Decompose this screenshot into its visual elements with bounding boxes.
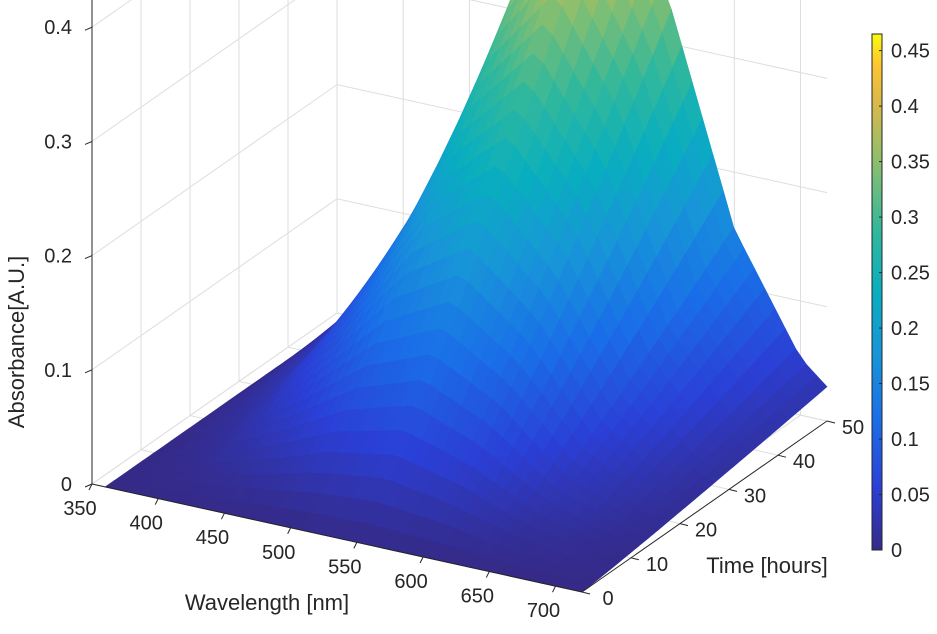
x-tick-mark xyxy=(485,571,490,578)
y-tick-mark xyxy=(728,488,738,492)
x-tick-label: 350 xyxy=(63,498,96,520)
x-tick-label: 550 xyxy=(328,556,361,578)
x-tick-label: 700 xyxy=(527,600,560,622)
z-tick-mark xyxy=(84,255,93,260)
x-axis-line xyxy=(91,483,583,593)
colorbar-gradient xyxy=(871,33,883,551)
surface-patch xyxy=(648,0,655,7)
axes xyxy=(91,0,828,593)
x-tick-label: 450 xyxy=(196,527,229,549)
z-tick-label: 0.1 xyxy=(44,360,72,382)
colorbar-tick-label: 0.3 xyxy=(891,207,919,229)
x-tick-label: 500 xyxy=(262,542,295,564)
x-axis-label: Wavelength [nm] xyxy=(185,590,349,615)
z-tick-label: 0.2 xyxy=(44,246,72,268)
y-tick-mark xyxy=(581,591,591,595)
colorbar-tick-label: 0.35 xyxy=(891,152,930,174)
y-tick-label: 50 xyxy=(842,417,864,439)
y-tick-label: 10 xyxy=(646,554,668,576)
colorbar-tick-label: 0.45 xyxy=(891,41,930,63)
y-tick-label: 40 xyxy=(793,451,815,473)
x-tick-mark xyxy=(353,542,358,549)
z-tick-mark xyxy=(84,26,93,31)
y-tick-mark xyxy=(630,557,640,561)
z-tick-mark xyxy=(84,483,93,488)
x-tick-mark xyxy=(419,556,424,564)
colorbar-tick-label: 0.15 xyxy=(891,374,930,396)
x-tick-label: 600 xyxy=(394,571,427,593)
colorbar-ticks: 0 0.05 0.1 0.15 0.2 0.25 0.3 0.35 0.4 0.45 xyxy=(879,41,930,562)
y-tick-label: 20 xyxy=(695,520,717,542)
x-tick-mark xyxy=(88,483,93,491)
z-axis-label: Absorbance[A.U.] xyxy=(4,256,29,428)
y-tick-label: 30 xyxy=(744,485,766,507)
y-tick-mark xyxy=(679,523,689,527)
x-tick-mark xyxy=(287,527,292,535)
y-axis-line xyxy=(581,420,828,593)
colorbar-tick-label: 0.2 xyxy=(891,318,919,340)
colorbar-tick-label: 0.4 xyxy=(891,96,919,118)
left-wall xyxy=(92,0,337,484)
x-tick-mark xyxy=(220,512,225,520)
z-tick-label: 0 xyxy=(61,474,72,496)
colorbar-tick-label: 0.05 xyxy=(891,485,930,507)
x-tick-mark xyxy=(552,585,556,593)
z-axis-ticks: 00.10.20.30.40.5 xyxy=(44,17,93,496)
colorbar-tick-label: 0 xyxy=(891,540,902,562)
absorbance-surface xyxy=(104,0,828,593)
x-tick-label: 650 xyxy=(461,586,494,608)
z-tick-mark xyxy=(84,140,93,145)
x-axis-ticks: 350 400 450 500 550 600 650 700 xyxy=(63,483,560,622)
colorbar-tick-label: 0.25 xyxy=(891,263,930,285)
y-tick-label: 0 xyxy=(602,588,613,610)
colorbar xyxy=(871,33,883,551)
y-axis-label: Time [hours] xyxy=(706,553,827,578)
y-axis-ticks: 0 10 20 30 40 50 xyxy=(581,417,864,610)
x-tick-label: 400 xyxy=(130,513,163,535)
y-tick-mark xyxy=(826,420,836,424)
y-tick-mark xyxy=(777,454,787,458)
x-tick-mark xyxy=(154,498,159,505)
z-tick-mark xyxy=(84,369,93,374)
z-tick-label: 0.4 xyxy=(44,17,72,39)
z-tick-label: 0.3 xyxy=(44,131,72,153)
colorbar-tick-label: 0.1 xyxy=(891,429,919,451)
